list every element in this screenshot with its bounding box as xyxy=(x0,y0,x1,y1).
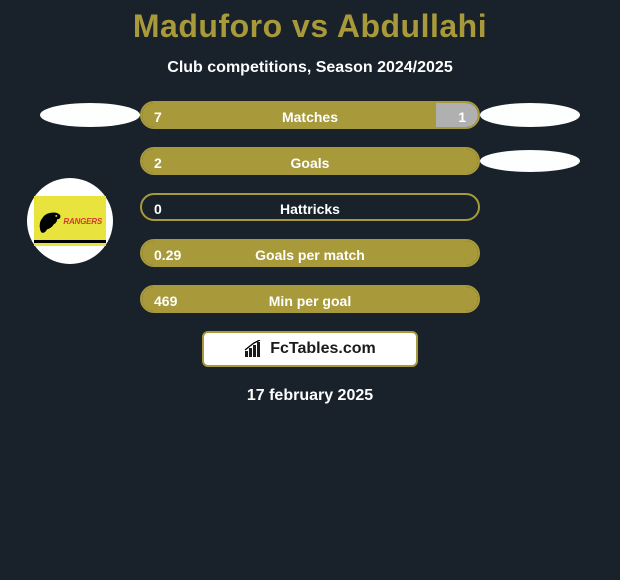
side-right xyxy=(480,193,580,221)
stat-label: Hattricks xyxy=(142,195,478,221)
subtitle: Club competitions, Season 2024/2025 xyxy=(0,59,620,77)
player-ellipse xyxy=(480,150,580,172)
stat-bar: 0Hattricks xyxy=(140,193,480,221)
side-left xyxy=(40,101,140,129)
side-left xyxy=(40,285,140,313)
fctables-logo-text: FcTables.com xyxy=(270,340,376,358)
stat-label: Matches xyxy=(142,103,478,129)
team-badge-inner: RANGERS xyxy=(34,196,106,246)
stat-bar: 71Matches xyxy=(140,101,480,129)
player-ellipse xyxy=(40,103,140,127)
stat-bar: 469Min per goal xyxy=(140,285,480,313)
side-right xyxy=(480,147,580,175)
player-ellipse xyxy=(480,103,580,127)
date-label: 17 february 2025 xyxy=(0,387,620,405)
stat-label: Goals per match xyxy=(142,241,478,267)
side-right xyxy=(480,101,580,129)
stat-bar: 0.29Goals per match xyxy=(140,239,480,267)
team-badge: RANGERS xyxy=(27,178,113,264)
chart-icon xyxy=(244,340,264,358)
fctables-logo: FcTables.com xyxy=(202,331,418,367)
stat-row: 71Matches xyxy=(0,101,620,129)
stat-row: 2Goals xyxy=(0,147,620,175)
side-right xyxy=(480,239,580,267)
page-title: Maduforo vs Abdullahi xyxy=(0,0,620,45)
stat-bar: 2Goals xyxy=(140,147,480,175)
team-badge-text: RANGERS xyxy=(63,217,102,226)
panther-icon xyxy=(35,204,69,238)
side-right xyxy=(480,285,580,313)
stat-row: 469Min per goal xyxy=(0,285,620,313)
comparison-card: Maduforo vs Abdullahi Club competitions,… xyxy=(0,0,620,580)
side-left xyxy=(40,147,140,175)
stat-label: Min per goal xyxy=(142,287,478,313)
stat-label: Goals xyxy=(142,149,478,175)
badge-stripe xyxy=(34,240,106,243)
